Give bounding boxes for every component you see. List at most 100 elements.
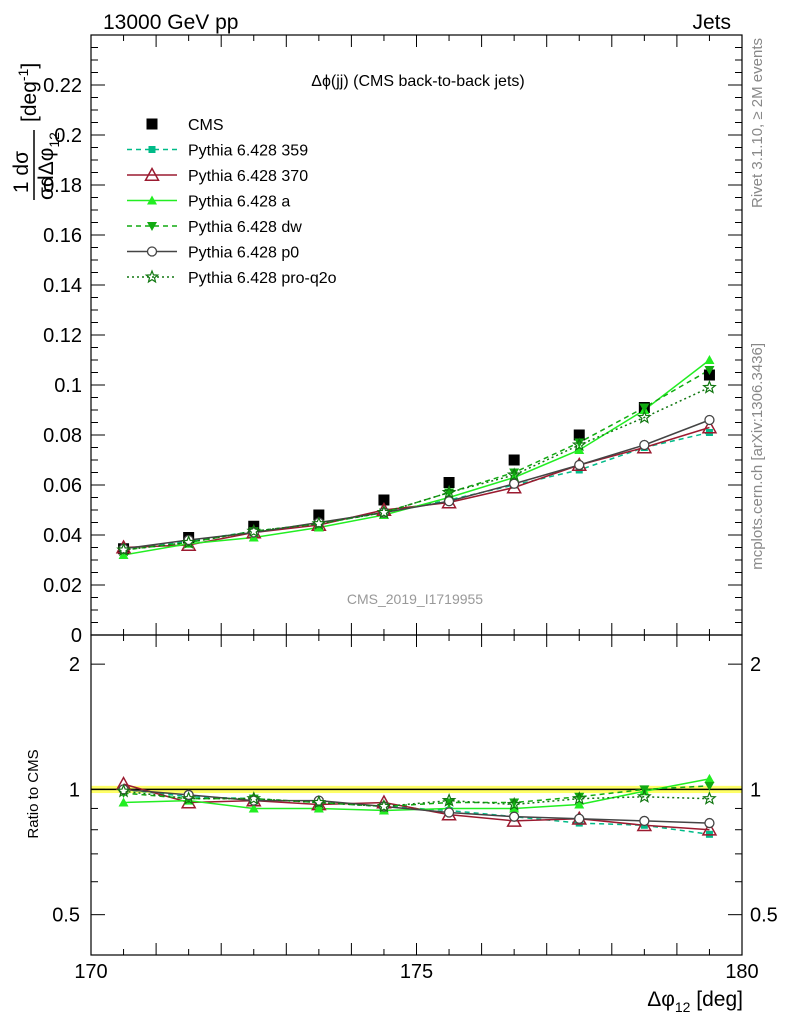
ratio-point-pythia-6-428-p0 <box>639 815 650 827</box>
ratio-point-pythia-6-428-dw <box>704 781 715 791</box>
main-y-tick-label: 0.16 <box>43 225 82 247</box>
data-point-pythia-6-428-pro-q2o <box>571 437 587 452</box>
data-point-pythia-6-428-p0 <box>704 414 715 426</box>
data-point-pythia-6-428-pro-q2o <box>441 484 457 499</box>
ratio-point-pythia-6-428-pro-q2o <box>702 791 717 805</box>
x-axis-label: Δφ12 [deg] <box>647 988 743 1015</box>
data-point-pythia-6-428-a <box>704 355 715 364</box>
ratio-panel: 0.5 0.5 1 1 2 2 Ratio to CMS 170 175 180 Δφ12 [… <box>25 634 778 1015</box>
series-line-pythia-6-428-p0 <box>123 419 710 550</box>
ratio-series <box>115 773 718 838</box>
data-point-cms <box>573 429 585 441</box>
legend-marker-pythia-6-428-359 <box>148 146 156 153</box>
ratio-point-pythia-6-428-dw <box>509 798 520 808</box>
legend-marker-pythia-6-428-a <box>147 195 157 205</box>
x-tick-label: 175 <box>400 961 433 983</box>
ratio-ticks <box>90 635 743 956</box>
main-series <box>115 355 718 559</box>
data-point-cms <box>313 509 325 521</box>
data-point-pythia-6-428-a <box>574 445 585 454</box>
main-panel: 0 0.02 0.04 0.06 0.08 0.1 0.12 0.14 0.16 0.18 0.2 0… <box>10 34 743 647</box>
legend-label-pythia-6-428-pro-q2o: Pythia 6.428 pro-q2o <box>188 270 337 287</box>
ratio-y-tick-label-right: 2 <box>750 654 761 676</box>
ratio-point-pythia-6-428-dw <box>574 792 585 802</box>
ratio-y-axis-label: Ratio to CMS <box>25 749 42 838</box>
data-point-pythia-6-428-pro-q2o <box>376 504 392 519</box>
legend-marker-cms <box>146 118 158 130</box>
chart-title: Δϕ(jj) (CMS back-to-back jets) <box>311 73 524 90</box>
ratio-point-pythia-6-428-pro-q2o <box>311 794 327 809</box>
x-tick-label: 170 <box>74 961 107 983</box>
ratio-point-pythia-6-428-pro-q2o <box>571 791 587 805</box>
data-point-pythia-6-428-pro-q2o <box>116 542 131 557</box>
data-point-pythia-6-428-p0 <box>443 496 455 507</box>
ratio-point-pythia-6-428-pro-q2o <box>506 796 522 811</box>
ratio-line-pythia-6-428-a <box>123 778 710 812</box>
series-line-pythia-6-428-dw <box>123 369 710 551</box>
ylabel-numerator: 1 dσ <box>10 151 33 193</box>
ratio-point-pythia-6-428-pro-q2o <box>181 791 196 805</box>
ratio-point-pythia-6-428-pro-q2o <box>246 791 262 805</box>
ratio-point-pythia-6-428-pro-q2o <box>637 789 652 803</box>
main-y-tick-label: 0.18 <box>43 175 82 197</box>
legend-marker-pythia-6-428-370 <box>144 166 160 181</box>
ratio-point-pythia-6-428-a <box>509 803 520 813</box>
ratio-point-pythia-6-428-p0 <box>704 817 715 829</box>
ratio-y-tick-label: 0.5 <box>52 905 80 927</box>
data-point-pythia-6-428-pro-q2o <box>311 516 327 530</box>
main-ticks <box>90 34 743 636</box>
data-point-pythia-6-428-p0 <box>509 478 520 489</box>
ratio-y-tick-label: 2 <box>69 654 80 676</box>
legend-marker-pythia-6-428-dw <box>147 222 157 231</box>
data-point-pythia-6-428-pro-q2o <box>637 409 652 424</box>
data-point-pythia-6-428-pro-q2o <box>702 379 717 394</box>
ratio-point-pythia-6-428-pro-q2o <box>376 798 392 813</box>
legend-label-pythia-6-428-dw: Pythia 6.428 dw <box>188 219 302 236</box>
data-point-pythia-6-428-370 <box>701 419 718 434</box>
data-point-pythia-6-428-p0 <box>639 439 650 451</box>
data-point-pythia-6-428-dw <box>574 438 585 448</box>
ratio-point-pythia-6-428-pro-q2o <box>441 792 457 807</box>
series-line-pythia-6-428-359 <box>123 431 710 550</box>
header-right: Jets <box>692 11 731 34</box>
legend-label-cms: CMS <box>188 117 224 134</box>
ratio-y-tick-label: 1 <box>69 779 80 801</box>
ratio-point-pythia-6-428-a <box>118 797 129 807</box>
ratio-line-pythia-6-428-dw <box>123 785 710 808</box>
main-y-tick-label: 0.12 <box>43 325 82 347</box>
series-line-pythia-6-428-pro-q2o <box>123 386 710 551</box>
data-point-pythia-6-428-dw <box>704 366 715 375</box>
main-y-tick-label: 0.04 <box>43 525 82 547</box>
ratio-line-pythia-6-428-370 <box>123 783 710 831</box>
legend-label-pythia-6-428-359: Pythia 6.428 359 <box>188 143 308 160</box>
ratio-point-pythia-6-428-p0 <box>509 811 520 822</box>
ratio-point-pythia-6-428-p0 <box>443 807 455 818</box>
data-point-pythia-6-428-dw <box>639 403 650 413</box>
data-point-cms <box>378 494 390 506</box>
data-point-cms <box>443 477 455 488</box>
ratio-y-tick-labels: 0.5 0.5 1 1 2 2 <box>52 654 778 927</box>
rivet-label: Rivet 3.1.10, ≥ 2M events <box>749 38 766 208</box>
series-line-pythia-6-428-370 <box>123 426 710 549</box>
ratio-point-pythia-6-428-a <box>313 803 324 813</box>
data-point-pythia-6-428-dw <box>509 468 520 478</box>
x-tick-labels: 170 175 180 <box>74 961 758 983</box>
data-point-cms <box>508 454 520 466</box>
ratio-y-tick-label-right: 0.5 <box>750 905 778 927</box>
data-point-pythia-6-428-pro-q2o <box>181 534 196 549</box>
ratio-point-pythia-6-428-p0 <box>574 813 585 824</box>
watermark: CMS_2019_I1719955 <box>347 591 483 607</box>
main-y-tick-label: 0 <box>71 625 82 647</box>
header-left: 13000 GeV pp <box>103 11 238 34</box>
data-point-pythia-6-428-pro-q2o <box>506 467 522 482</box>
ratio-point-pythia-6-428-a <box>574 799 585 809</box>
ratio-point-pythia-6-428-pro-q2o <box>116 783 131 798</box>
ratio-point-pythia-6-428-a <box>248 803 259 813</box>
legend: CMS Pythia 6.428 359 Pythia 6.428 370 Pythi… <box>127 117 337 287</box>
legend-marker-pythia-6-428-pro-q2o <box>144 269 160 284</box>
series-line-pythia-6-428-a <box>123 359 710 556</box>
main-y-tick-label: 0.1 <box>54 375 82 397</box>
mcplots-label: mcplots.cern.ch [arXiv:1306.3436] <box>749 343 766 570</box>
ylabel-unit: [deg-1] <box>15 63 41 122</box>
data-point-pythia-6-428-pro-q2o <box>246 523 262 538</box>
